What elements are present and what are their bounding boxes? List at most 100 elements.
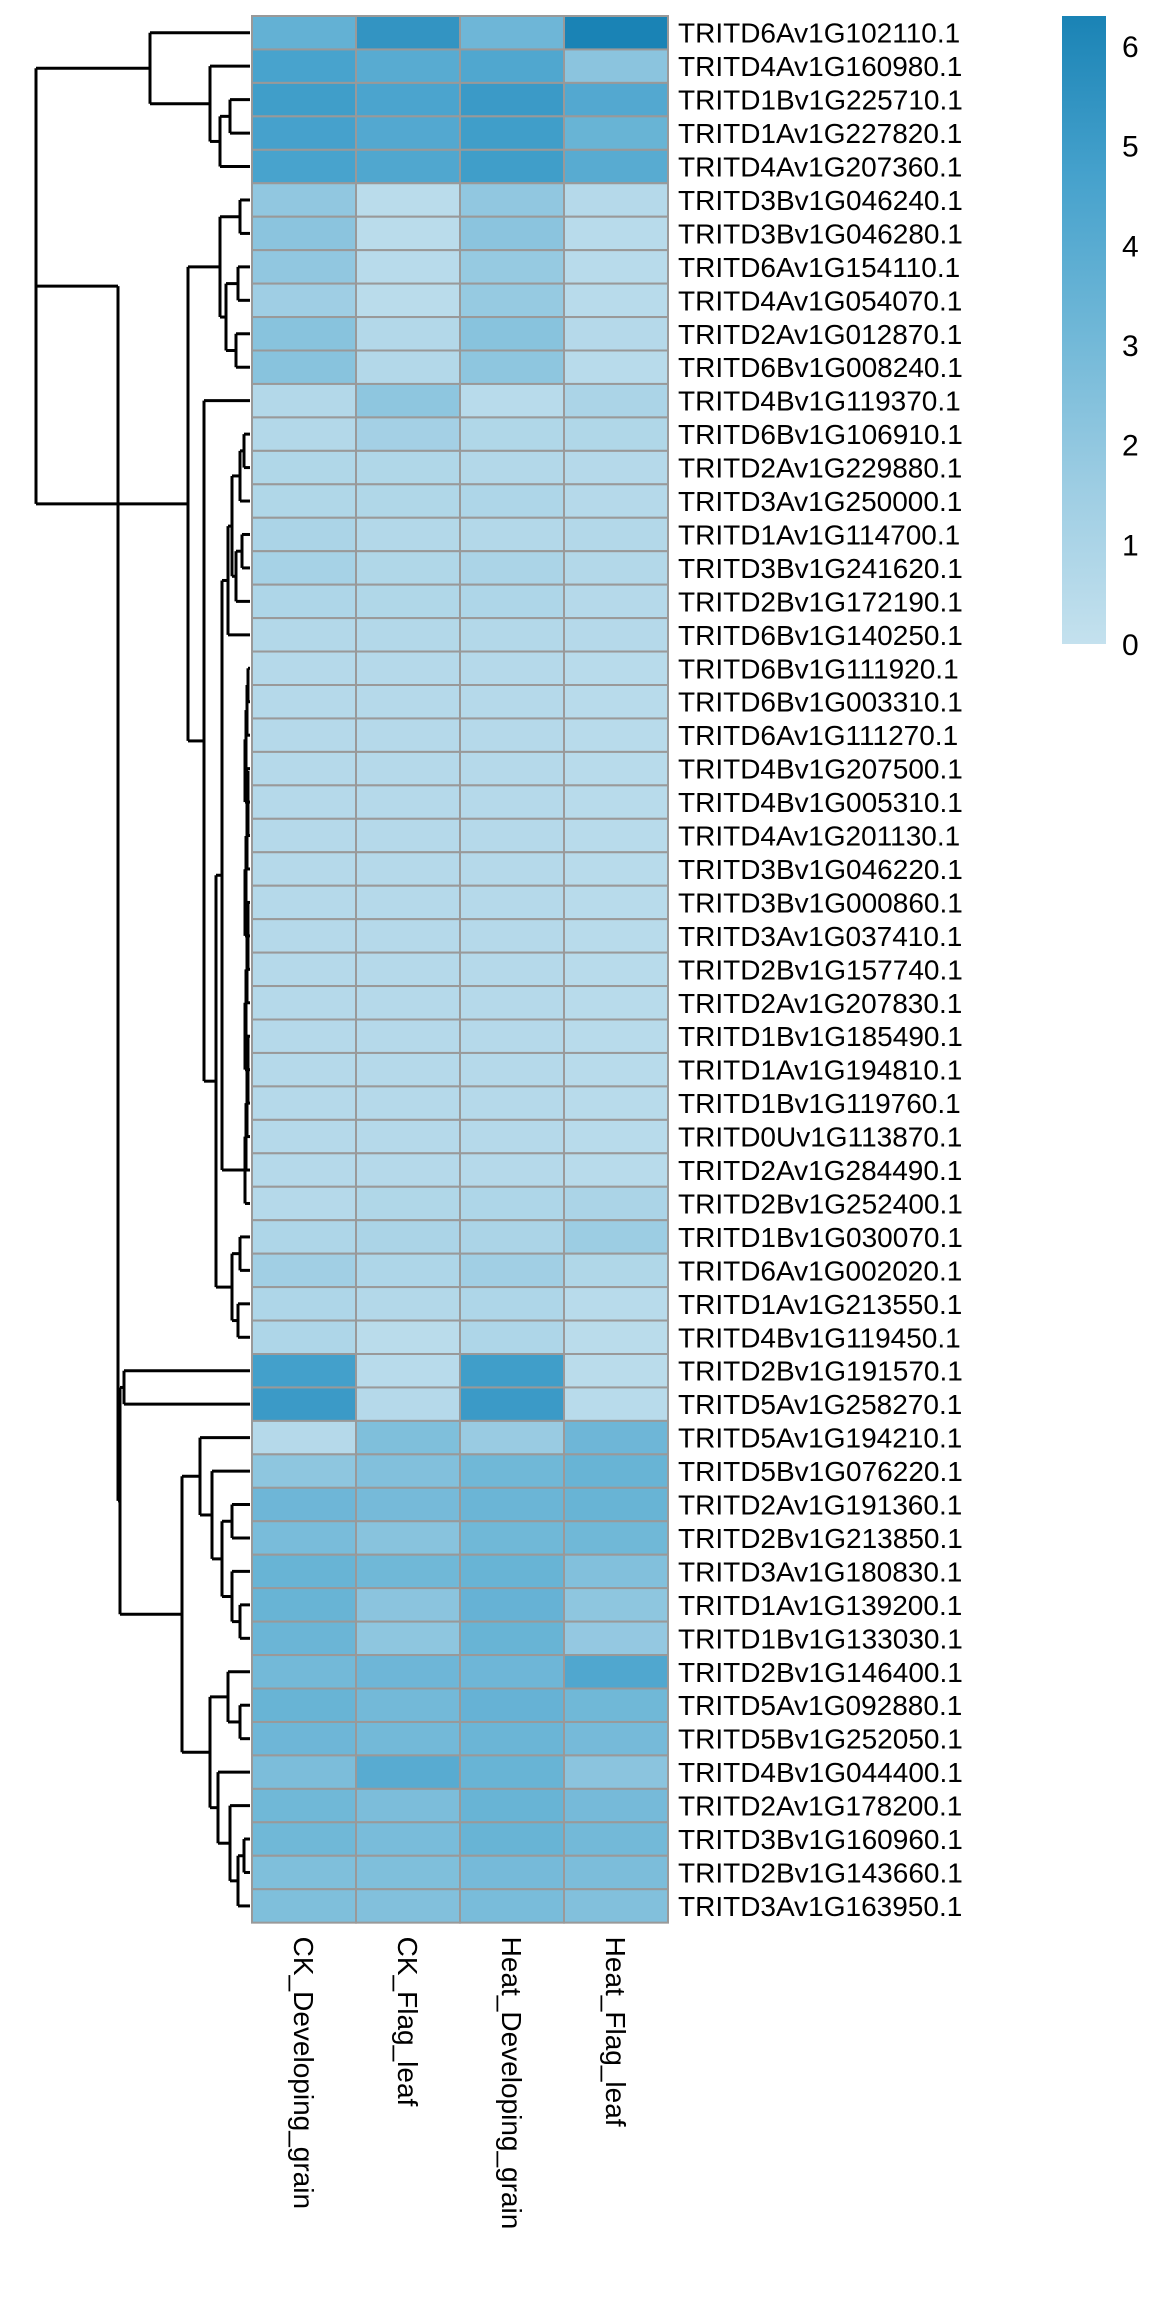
heatmap-cell: [251, 1654, 357, 1690]
heatmap-cell: [459, 148, 565, 185]
row-label: TRITD3Bv1G046280.1: [678, 218, 963, 249]
heatmap-cell: [459, 1286, 565, 1322]
heatmap-cell: [563, 1419, 669, 1456]
heatmap-cell: [563, 1319, 669, 1356]
row-label: TRITD2Bv1G252400.1: [678, 1188, 963, 1219]
row-label: TRITD1Bv1G185490.1: [678, 1021, 963, 1052]
heatmap-cell: [251, 1353, 357, 1389]
row-label: TRITD4Av1G201130.1: [678, 821, 960, 852]
row-label: TRITD3Bv1G160960.1: [678, 1824, 963, 1855]
heatmap-cell: [563, 516, 669, 553]
heatmap-cell: [563, 1854, 669, 1891]
heatmap-cell: [563, 349, 669, 385]
heatmap-cell: [563, 817, 669, 854]
row-label: TRITD6Av1G002020.1: [678, 1255, 962, 1286]
heatmap-cell: [355, 1821, 461, 1857]
heatmap-cell: [251, 81, 357, 118]
heatmap-cell: [355, 449, 461, 486]
heatmap-cell: [459, 684, 565, 720]
heatmap-cell: [355, 750, 461, 787]
heatmap-cell: [251, 1553, 357, 1590]
row-label: TRITD4Bv1G005310.1: [678, 787, 963, 818]
heatmap-cell: [251, 817, 357, 854]
row-label: TRITD1Av1G194810.1: [678, 1055, 962, 1086]
heatmap-cell: [563, 1152, 669, 1188]
heatmap-cells: [251, 15, 669, 1924]
heatmap-cell: [563, 15, 669, 51]
heatmap-cell: [355, 1854, 461, 1891]
heatmap-cell: [563, 1754, 669, 1790]
heatmap-cell: [355, 182, 461, 218]
heatmap-cell: [355, 951, 461, 988]
heatmap-cell: [251, 1587, 357, 1623]
heatmap-cell: [251, 583, 357, 620]
heatmap-cell: [563, 1118, 669, 1155]
heatmap-cell: [355, 1620, 461, 1657]
heatmap-cell: [459, 1687, 565, 1723]
heatmap-cell: [355, 148, 461, 185]
heatmap-cell: [459, 784, 565, 820]
heatmap-cell: [355, 1252, 461, 1289]
heatmap-cell: [459, 1219, 565, 1255]
heatmap-cell: [459, 1787, 565, 1824]
heatmap-cell: [251, 1286, 357, 1322]
heatmap-cell: [563, 1587, 669, 1623]
heatmap-cell: [459, 1051, 565, 1088]
heatmap-cell: [459, 1754, 565, 1790]
column-label: CK_Flag_leaf: [392, 1937, 423, 2107]
heatmap-cell: [459, 918, 565, 954]
heatmap-cell: [251, 1419, 357, 1456]
heatmap-cell: [563, 884, 669, 921]
heatmap-cell: [459, 817, 565, 854]
heatmap-cell: [251, 1520, 357, 1556]
heatmap-cell: [355, 316, 461, 352]
heatmap-cell: [563, 550, 669, 586]
heatmap-cell: [459, 583, 565, 620]
heatmap-cell: [459, 951, 565, 988]
heatmap-cell: [563, 617, 669, 653]
heatmap-cell: [251, 1219, 357, 1255]
heatmap-cell: [563, 1252, 669, 1289]
heatmap-cell: [563, 282, 669, 319]
row-label: TRITD1Av1G114700.1: [678, 519, 960, 550]
heatmap-cell: [251, 918, 357, 954]
row-label: TRITD2Bv1G157740.1: [678, 954, 963, 985]
legend-tick-label: 0: [1122, 629, 1139, 662]
row-label: TRITD4Bv1G207500.1: [678, 754, 963, 785]
heatmap-cell: [251, 750, 357, 787]
heatmap-cell: [563, 1787, 669, 1824]
heatmap-cell: [459, 1319, 565, 1356]
color-legend: 0 1 2 3 4 5 6: [1062, 16, 1139, 662]
heatmap-cell: [459, 1085, 565, 1121]
heatmap-cell: [459, 1720, 565, 1757]
heatmap-cell: [355, 1520, 461, 1556]
row-label: TRITD5Av1G092880.1: [678, 1690, 962, 1721]
row-label: TRITD3Bv1G241620.1: [678, 553, 963, 584]
heatmap-cell: [459, 550, 565, 586]
heatmap-cell: [355, 1888, 461, 1924]
heatmap-cell: [355, 617, 461, 653]
heatmap-cell: [459, 48, 565, 84]
row-label: TRITD5Av1G194210.1: [678, 1423, 962, 1454]
row-label: TRITD3Bv1G000860.1: [678, 887, 963, 918]
heatmap-cell: [563, 918, 669, 954]
heatmap-cell: [563, 1520, 669, 1556]
row-label: TRITD2Av1G191360.1: [678, 1490, 962, 1521]
heatmap-cell: [355, 1587, 461, 1623]
heatmap-cell: [563, 650, 669, 686]
heatmap-cell: [459, 449, 565, 486]
heatmap-cell: [251, 650, 357, 686]
legend-tick-label: 1: [1122, 529, 1139, 562]
column-labels: CK_Developing_grain CK_Flag_leaf Heat_Deve…: [288, 1937, 631, 2230]
row-label: TRITD1Bv1G119760.1: [678, 1088, 961, 1119]
heatmap-cell: [563, 951, 669, 988]
heatmap-cell: [355, 583, 461, 620]
heatmap-cell: [251, 483, 357, 519]
heatmap-cell: [563, 1620, 669, 1657]
heatmap-cell: [251, 1821, 357, 1857]
heatmap-cell: [459, 483, 565, 519]
heatmap-cell: [459, 717, 565, 753]
row-label: TRITD1Bv1G133030.1: [678, 1623, 963, 1654]
heatmap-cell: [355, 1687, 461, 1723]
heatmap-cell: [563, 182, 669, 218]
